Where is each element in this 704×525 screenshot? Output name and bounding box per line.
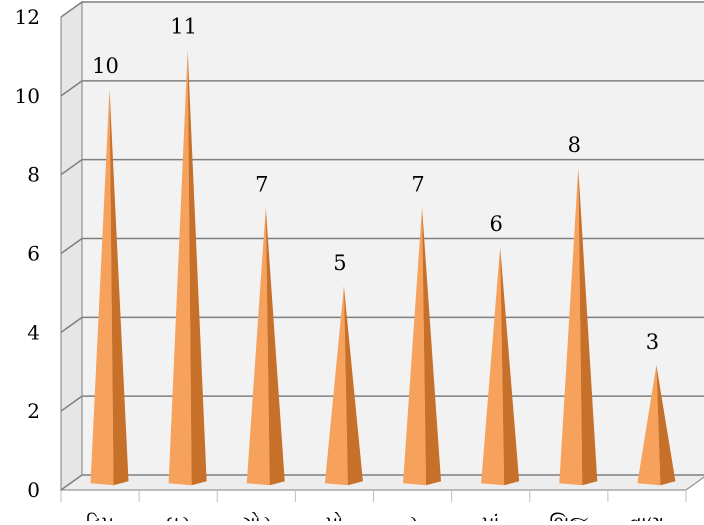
data-label: 11 xyxy=(170,15,197,39)
x-tick-label: ઘર xyxy=(166,511,189,521)
bar-face-dark xyxy=(265,207,285,486)
bar-face-dark xyxy=(578,167,598,486)
data-label: 5 xyxy=(333,251,346,275)
y-tick-label: 0 xyxy=(27,478,40,502)
bar xyxy=(168,49,207,486)
gridline xyxy=(60,80,704,97)
bar-face-dark xyxy=(109,89,129,486)
data-label: 3 xyxy=(646,330,659,354)
chart-floor xyxy=(59,474,704,491)
y-tick-label: 6 xyxy=(27,242,40,266)
bar-face-light xyxy=(90,89,114,486)
data-label: 10 xyxy=(92,54,119,78)
x-tick-label: ર xyxy=(407,511,417,521)
bar-face-light xyxy=(637,365,661,486)
bar-face-dark xyxy=(500,246,520,486)
y-tick-label: 8 xyxy=(27,163,40,187)
gridline xyxy=(60,158,704,176)
bar-face-dark xyxy=(187,49,207,486)
bar-face-light xyxy=(403,207,427,486)
bar xyxy=(324,286,363,486)
bar-face-light xyxy=(168,49,192,486)
gridline xyxy=(60,237,704,255)
x-tick-label: વાણ xyxy=(630,511,665,521)
bar xyxy=(403,207,442,486)
bar xyxy=(559,167,598,486)
bar-face-dark xyxy=(422,207,442,486)
x-tick-label: પો xyxy=(325,511,343,521)
x-tick-label: ડિપ xyxy=(86,511,114,521)
x-tick-label: પાં xyxy=(482,511,500,521)
bar-face-dark xyxy=(656,365,676,486)
data-label: 7 xyxy=(255,172,268,196)
bar xyxy=(481,246,520,486)
bar-face-dark xyxy=(343,286,363,486)
bar xyxy=(637,365,676,486)
data-label: 8 xyxy=(568,133,581,157)
x-tick-label: ગોર xyxy=(241,511,271,521)
gridline xyxy=(60,1,704,18)
bar-face-light xyxy=(481,246,505,486)
data-label: 6 xyxy=(489,212,502,236)
bar-face-light xyxy=(559,167,583,486)
y-tick-label: 10 xyxy=(15,84,40,108)
y-tick-label: 12 xyxy=(15,5,40,29)
x-tick-label: ભિજ xyxy=(549,511,589,521)
bar xyxy=(246,207,285,486)
y-tick-label: 2 xyxy=(27,399,40,423)
y-tick-label: 4 xyxy=(27,320,40,344)
bar-face-light xyxy=(324,286,348,486)
data-label: 7 xyxy=(411,172,424,196)
bar xyxy=(90,89,129,486)
bar-face-light xyxy=(246,207,270,486)
